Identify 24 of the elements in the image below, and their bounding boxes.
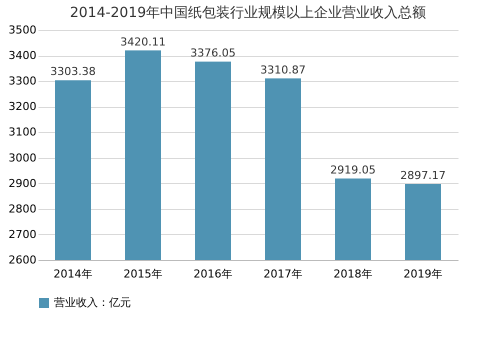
data-label: 3420.11 [120, 35, 166, 48]
y-tick-label: 3200 [8, 100, 36, 114]
x-tick-label: 2014年 [54, 268, 92, 280]
data-label: 3376.05 [190, 46, 236, 60]
chart-title: 2014-2019年中国纸包装行业规模以上企业营业收入总额 [70, 5, 426, 21]
data-label: 3310.87 [260, 63, 306, 76]
y-tick-label: 3400 [8, 49, 36, 62]
x-tick-label: 2019年 [404, 268, 442, 280]
data-label: 2919.05 [330, 163, 376, 176]
x-tick-label: 2015年 [124, 268, 162, 280]
y-tick-label: 3100 [8, 126, 36, 139]
y-tick-label: 3300 [8, 74, 36, 88]
data-label: 3303.38 [50, 65, 96, 78]
y-tick-label: 3000 [8, 151, 36, 164]
data-label: 2897.17 [400, 169, 446, 182]
x-tick-label: 2017年 [264, 268, 302, 280]
x-tick-label: 2018年 [334, 268, 372, 280]
y-tick-label: 2900 [8, 176, 36, 190]
y-tick-label: 2600 [8, 254, 36, 266]
y-tick-label: 2800 [8, 202, 36, 216]
y-tick-label: 3500 [8, 24, 36, 36]
legend-label: 营业收入：亿元 [54, 296, 131, 309]
y-tick-label: 2700 [8, 228, 36, 241]
x-tick-label: 2016年 [194, 268, 232, 280]
